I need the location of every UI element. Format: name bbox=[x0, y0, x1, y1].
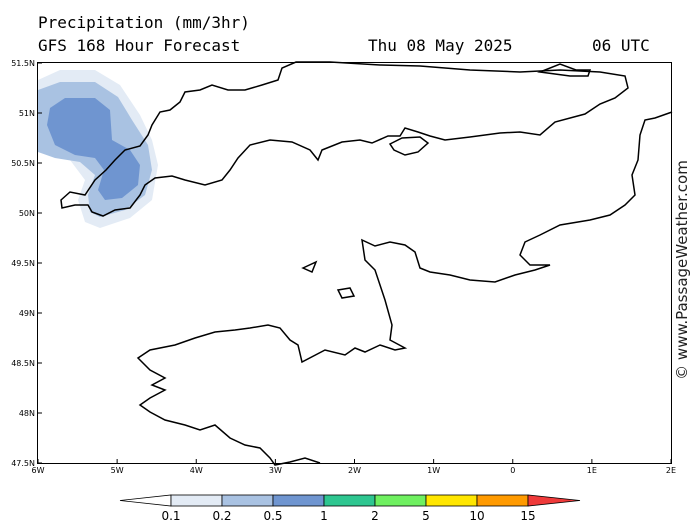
forecast-date: Thu 08 May 2025 bbox=[368, 36, 513, 55]
colorbar-label: 0.5 bbox=[263, 509, 283, 523]
coastline-england-south bbox=[60, 61, 629, 217]
lon-tick-label: 1W bbox=[427, 466, 440, 475]
colorbar-label: 0.2 bbox=[212, 509, 232, 523]
lat-tick-label: 50.5N bbox=[11, 159, 35, 168]
colorbar-over-triangle bbox=[527, 494, 581, 507]
map-frame bbox=[37, 62, 672, 464]
lon-tick-label: 4W bbox=[190, 466, 203, 475]
latitude-axis: 51.5N 51N 50.5N 50N 49.5N 49N 48.5N 48N 47.5N bbox=[11, 59, 42, 468]
lat-tick-label: 48.5N bbox=[11, 359, 35, 368]
lat-tick-label: 51.5N bbox=[11, 59, 35, 68]
lon-tick-label: 3W bbox=[269, 466, 282, 475]
colorbar-label: 5 bbox=[422, 509, 430, 523]
colorbar-label: 15 bbox=[520, 509, 536, 523]
lat-tick-label: 48N bbox=[19, 409, 35, 418]
lat-tick-label: 49.5N bbox=[11, 259, 35, 268]
precip-area-heavy bbox=[47, 98, 140, 200]
colorbar-label: 1 bbox=[320, 509, 328, 523]
colorbar-swatch bbox=[323, 494, 376, 507]
coastline-thames-estuary bbox=[537, 63, 592, 77]
lon-tick-label: 6W bbox=[32, 466, 45, 475]
lon-tick-label: 2E bbox=[666, 466, 676, 475]
coastline-jersey bbox=[336, 287, 356, 299]
colorbar-swatch bbox=[476, 494, 529, 507]
colorbar-swatch bbox=[221, 494, 274, 507]
colorbar-under-triangle bbox=[119, 494, 172, 507]
colorbar-label: 10 bbox=[469, 509, 485, 523]
colorbar-swatch bbox=[374, 494, 427, 507]
lon-tick-label: 1E bbox=[587, 466, 597, 475]
lon-tick-label: 0 bbox=[510, 466, 515, 475]
lon-tick-label: 5W bbox=[111, 466, 124, 475]
colorbar-swatch bbox=[425, 494, 478, 507]
precip-shading bbox=[38, 70, 158, 228]
coastlines bbox=[60, 61, 673, 466]
lon-tick-label: 2W bbox=[348, 466, 361, 475]
lat-tick-label: 47.5N bbox=[11, 459, 35, 468]
colorbar-label: 0.1 bbox=[161, 509, 181, 523]
colorbar-label: 2 bbox=[371, 509, 379, 523]
forecast-time: 06 UTC bbox=[592, 36, 650, 55]
coastline-isle-of-wight bbox=[388, 136, 430, 156]
lat-tick-label: 50N bbox=[19, 209, 35, 218]
coastline-france-north bbox=[136, 111, 673, 466]
colorbar-swatch bbox=[272, 494, 325, 507]
lat-tick-label: 51N bbox=[19, 109, 35, 118]
coastline-guernsey bbox=[301, 260, 318, 274]
colorbar-swatch bbox=[170, 494, 223, 507]
forecast-label: GFS 168 Hour Forecast bbox=[38, 36, 241, 55]
credit-text: © www.PassageWeather.com bbox=[673, 160, 691, 380]
chart-title: Precipitation (mm/3hr) bbox=[38, 13, 250, 32]
longitude-axis: 6W 5W 4W 3W 2W 1W 0 1E 2E bbox=[32, 459, 676, 475]
lat-tick-label: 49N bbox=[19, 309, 35, 318]
colorbar bbox=[119, 494, 581, 507]
